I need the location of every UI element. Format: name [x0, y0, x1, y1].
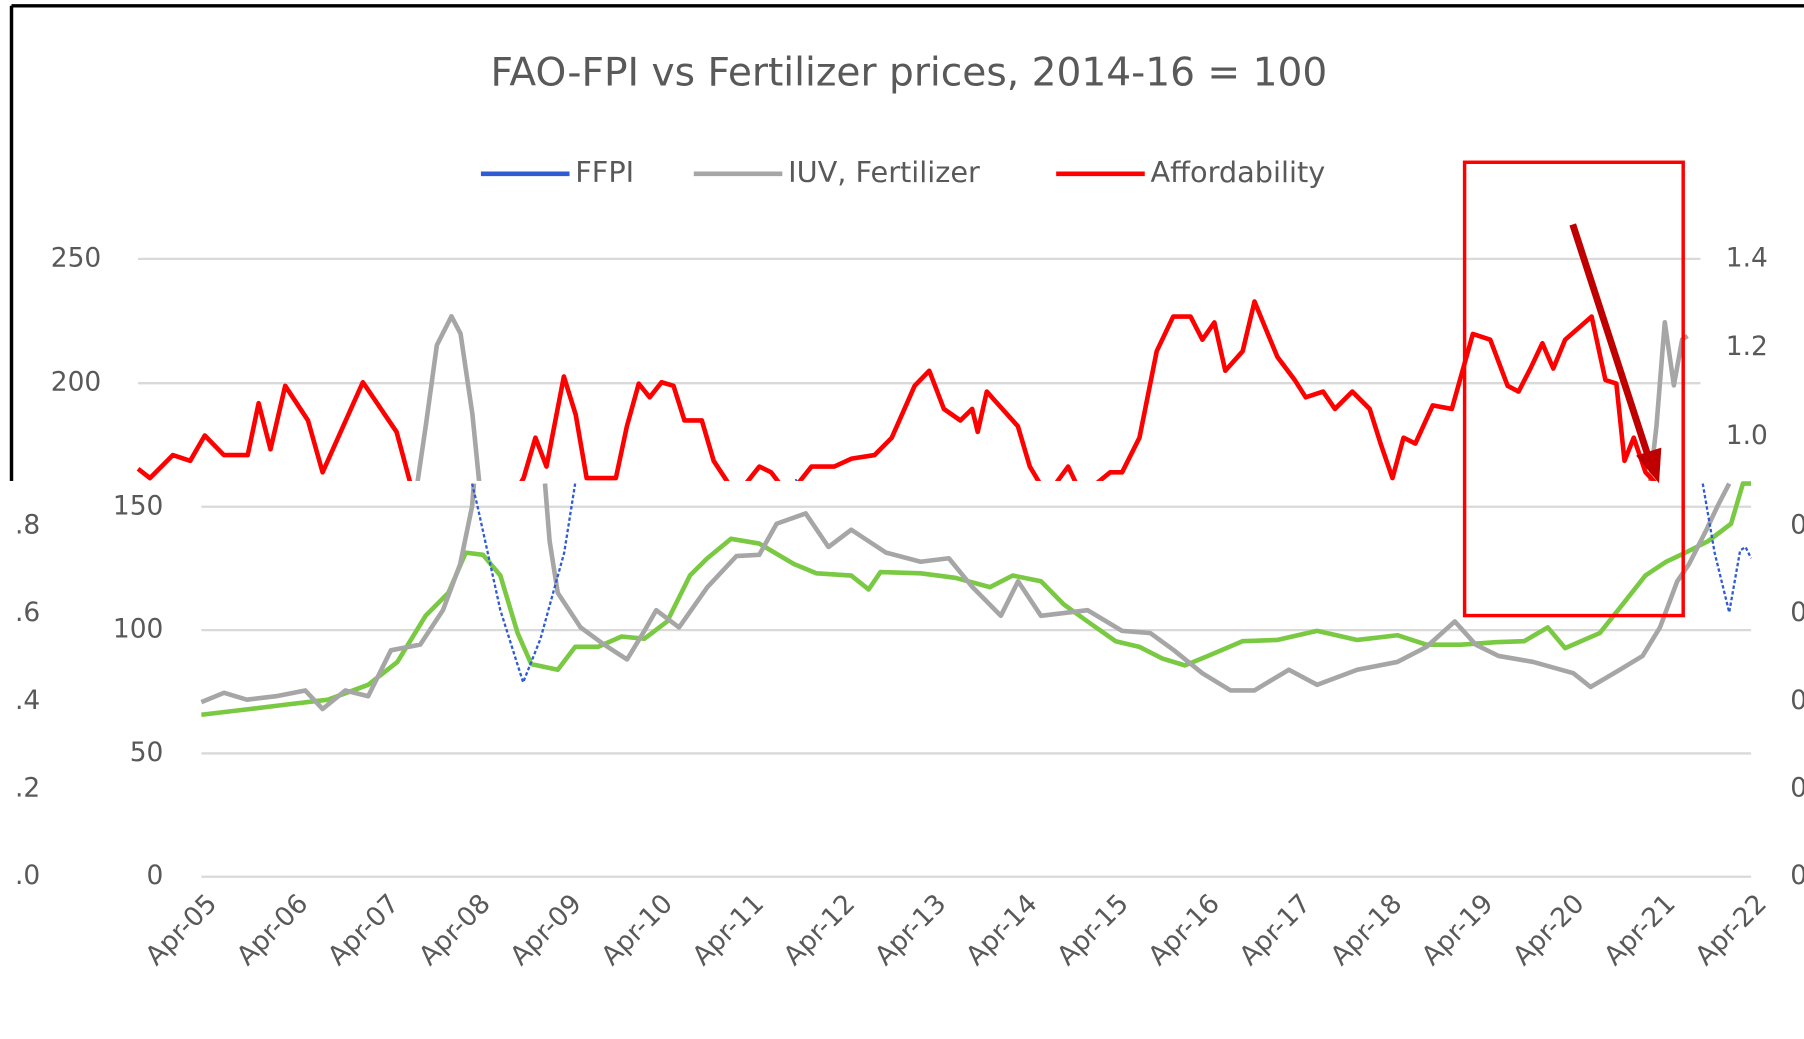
edge-label: 0 — [1790, 860, 1804, 891]
y-tick-label: 150 — [113, 490, 164, 521]
y2-tick-label: .6 — [15, 597, 40, 628]
edge-label: 0 — [1790, 685, 1804, 716]
y2-tick-label: .2 — [15, 773, 40, 804]
series-line — [200, 482, 1732, 712]
series-line — [201, 481, 1752, 718]
series-line — [785, 478, 849, 512]
chart-title: FAO-FPI vs Fertilizer prices, 2014-16 = … — [491, 50, 1328, 95]
y-tick-label: 0 — [147, 860, 164, 891]
legend-label: IUV, Fertilizer — [788, 155, 980, 189]
highlight-box — [1462, 160, 1685, 618]
edge-label: 0 — [1790, 597, 1804, 628]
arrow — [1569, 223, 1652, 460]
y2-tick-label: .4 — [15, 685, 40, 716]
y-tick-label: 50 — [130, 737, 164, 768]
y-tick-label: 250 — [51, 242, 102, 273]
y2-tick-label: 1.2 — [1726, 331, 1768, 362]
edge-label: 0 — [1790, 509, 1804, 540]
edge-label: 0 — [1790, 773, 1804, 804]
y-tick-label: 200 — [51, 367, 102, 398]
y2-tick-label: .0 — [15, 860, 40, 891]
legend-label: Affordability — [1151, 155, 1326, 189]
y2-tick-label: 1.0 — [1726, 420, 1768, 451]
y2-tick-label: .8 — [15, 509, 40, 540]
y2-tick-label: 1.4 — [1726, 242, 1768, 273]
arrow-head — [1636, 447, 1662, 484]
y-tick-label: 100 — [113, 614, 164, 645]
series-line — [470, 483, 1753, 684]
legend-label: FFPI — [575, 155, 634, 189]
